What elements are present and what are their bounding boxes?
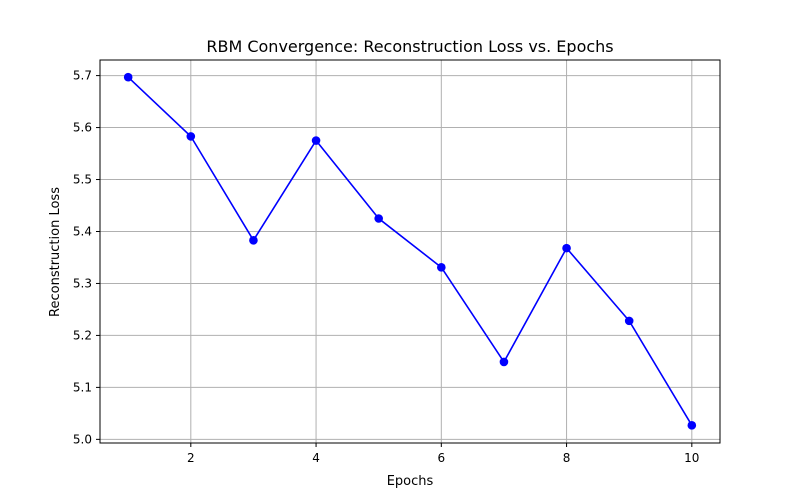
grid (100, 60, 720, 443)
x-tick-label: 4 (312, 451, 320, 465)
x-tick-label: 6 (437, 451, 445, 465)
plot-frame (99, 59, 721, 444)
data-point (562, 243, 571, 253)
y-tick-label: 5.0 (73, 432, 92, 446)
data-point (499, 357, 509, 367)
data-point (624, 316, 634, 326)
series-line (127, 76, 693, 426)
y-tick-label: 5.2 (73, 328, 92, 342)
data-point (437, 263, 446, 272)
data-point (374, 214, 383, 223)
data-point (123, 72, 133, 82)
y-tick-label: 5.5 (73, 173, 92, 187)
chart-title: RBM Convergence: Reconstruction Loss vs.… (206, 37, 613, 56)
y-tick-label: 5.1 (73, 380, 92, 394)
axis-ticks: 2 4 6 8 10 5.0 5.1 5.2 5.3 5.4 5.5 5.6 5.7 (73, 69, 700, 465)
y-tick-label: 5.3 (73, 276, 92, 290)
x-tick-label: 8 (563, 451, 571, 465)
y-tick-label: 5.7 (73, 69, 92, 83)
x-tick-label: 10 (684, 451, 699, 465)
series-layer (123, 72, 697, 430)
data-point (687, 421, 697, 430)
data-point (249, 236, 258, 245)
x-axis-label: Epochs (387, 474, 434, 489)
data-point (311, 136, 321, 145)
x-tick-label: 2 (187, 451, 195, 465)
y-tick-label: 5.4 (73, 224, 92, 238)
y-axis-label: Reconstruction Loss (48, 187, 63, 317)
data-point (186, 132, 196, 141)
y-tick-label: 5.6 (73, 121, 92, 135)
